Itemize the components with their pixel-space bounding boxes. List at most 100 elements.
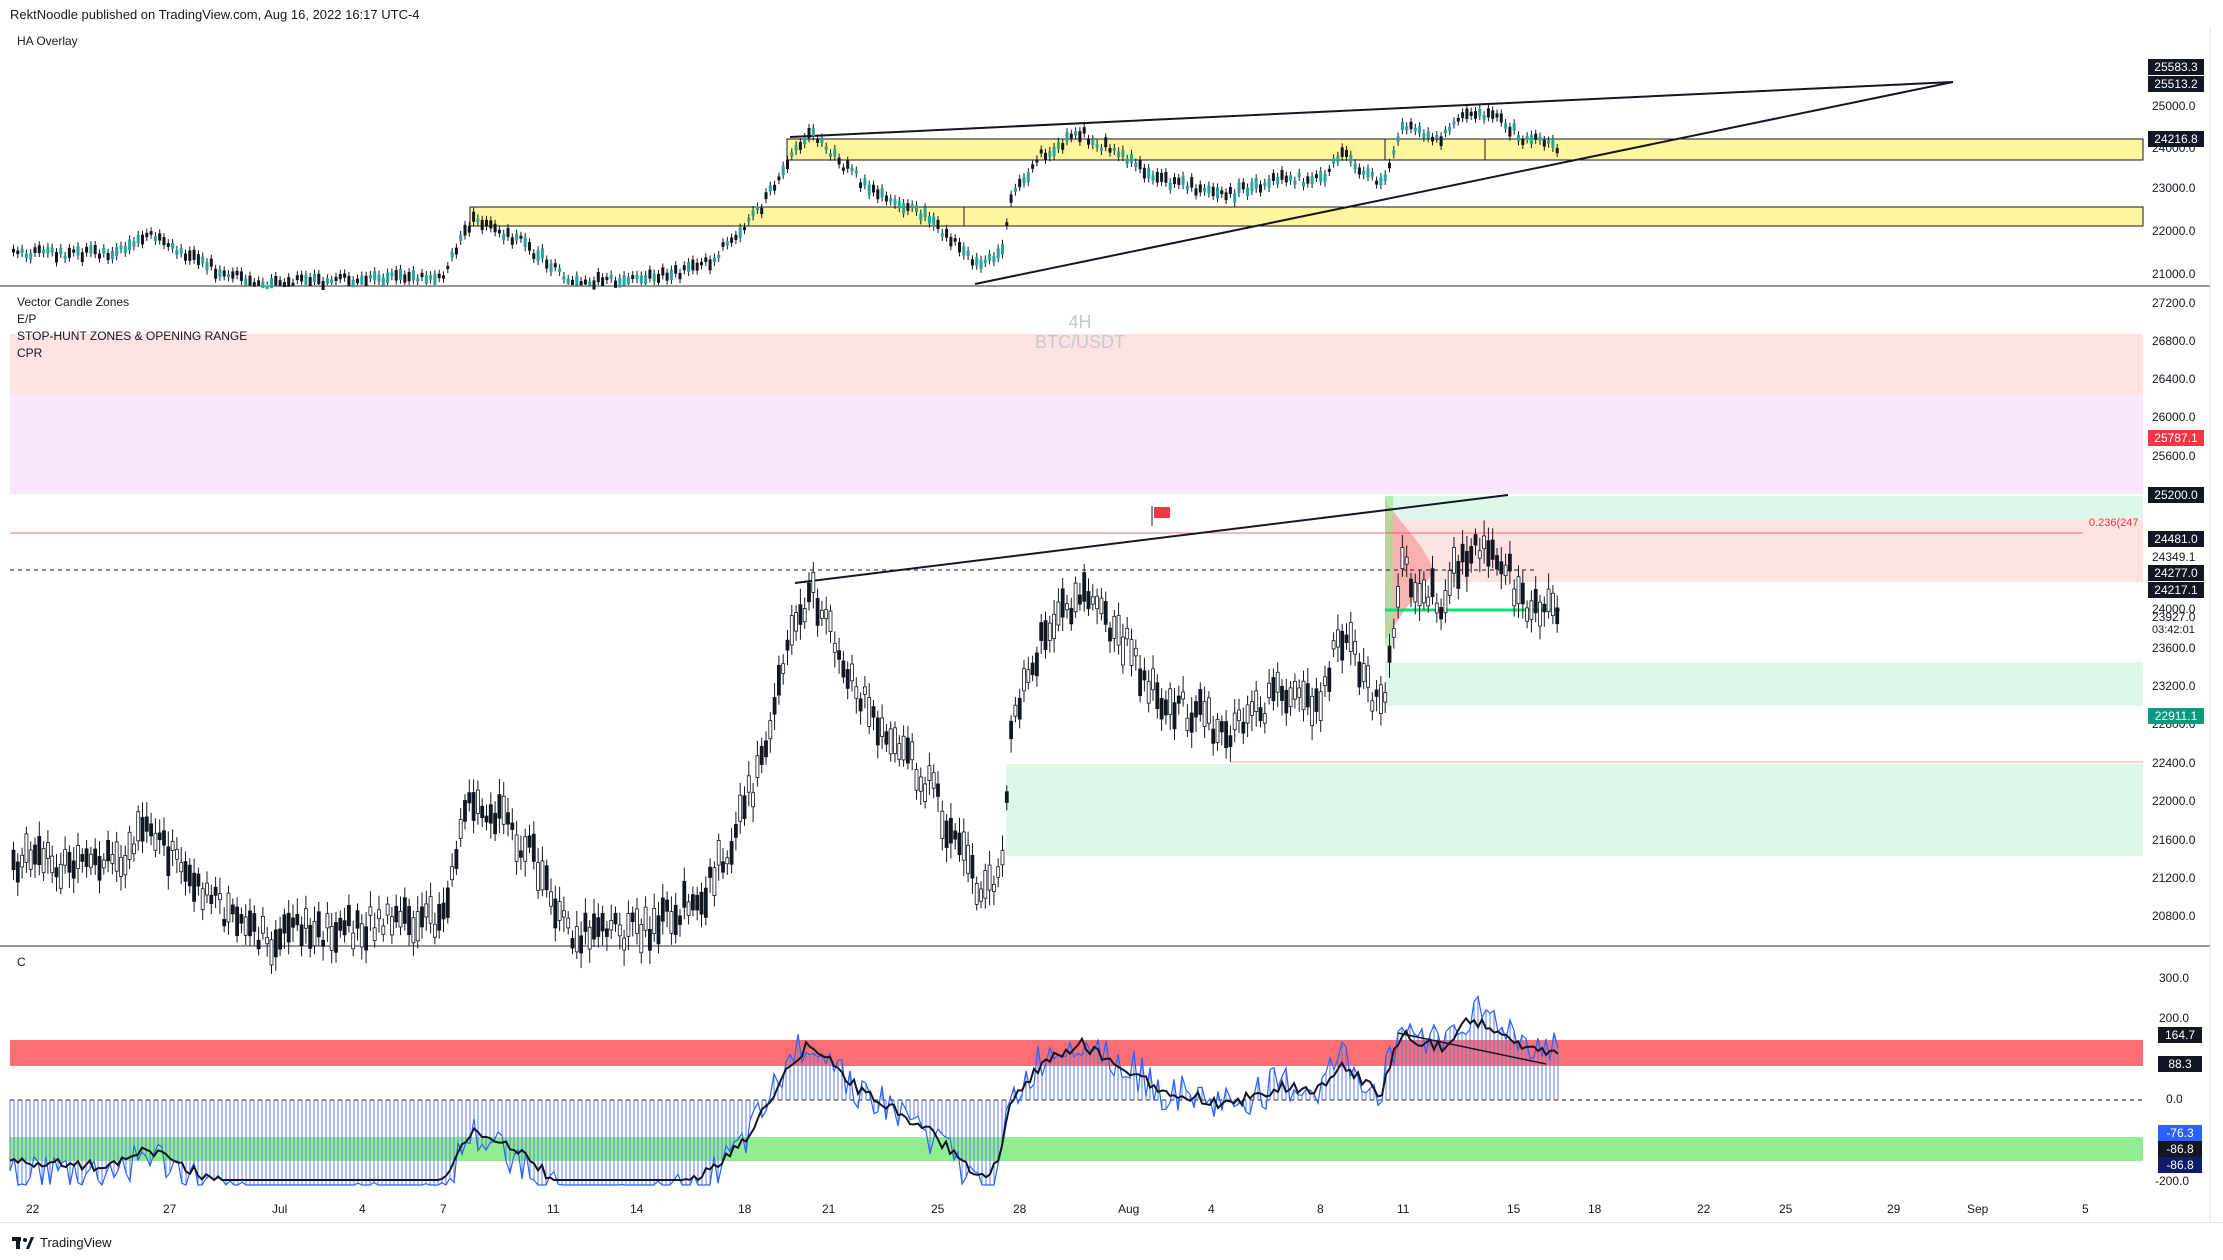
x-tick: 28 <box>1013 1202 1027 1216</box>
top-candle-body <box>42 249 46 254</box>
candle-body <box>209 894 214 905</box>
top-candle-body <box>29 252 33 260</box>
candle-body <box>37 835 42 865</box>
candle-body <box>153 832 158 851</box>
candle-body <box>394 905 399 923</box>
top-candle-body <box>708 259 712 271</box>
top-candle-body <box>196 254 200 266</box>
top-candle-body <box>454 247 458 255</box>
top-candle-body <box>201 256 205 264</box>
candle-body <box>248 910 252 937</box>
candle-body <box>716 840 721 866</box>
top-candle-body <box>325 278 329 284</box>
candle-body <box>1439 607 1443 620</box>
top-candle-body <box>1504 123 1508 129</box>
top-candle-body <box>390 272 394 277</box>
top-candle-body <box>93 245 97 255</box>
top-candle-body <box>721 242 725 247</box>
candle-body <box>1469 546 1474 564</box>
candle-body <box>768 720 773 740</box>
zone-green-mid <box>1385 662 2143 706</box>
candle-body <box>1422 579 1426 604</box>
top-candle-body <box>1302 182 1305 187</box>
top-candle-body <box>123 245 127 253</box>
top-candle-body <box>67 247 71 258</box>
top-yellow-zone-upper <box>786 138 2144 161</box>
candle-body <box>931 772 936 789</box>
candle-body <box>295 913 300 926</box>
candle-body <box>1477 550 1482 559</box>
top-candle-body <box>248 275 252 286</box>
top-wedge-upper <box>789 81 1954 138</box>
candle-body <box>269 939 274 966</box>
top-candle-body <box>725 240 729 246</box>
top-candle-body <box>695 262 699 271</box>
top-pane-title: HA Overlay <box>17 34 78 48</box>
candle-body <box>807 582 811 603</box>
top-candle-body <box>1259 184 1262 193</box>
candle-body <box>544 865 549 891</box>
candle-body <box>1529 600 1534 620</box>
top-candle-body <box>665 272 669 281</box>
candle-body <box>411 917 416 944</box>
top-candle-body <box>884 195 888 202</box>
candle-body <box>402 897 407 924</box>
top-candle-body <box>777 176 781 181</box>
candle-body <box>1159 698 1164 720</box>
candle-body <box>325 913 330 929</box>
tradingview-logo[interactable]: TradingView <box>12 1235 112 1250</box>
candle-body <box>114 841 119 872</box>
candle-body <box>1452 547 1456 574</box>
top-candle-body <box>932 216 936 227</box>
top-candle-body <box>923 207 927 218</box>
top-candle-body <box>1409 121 1413 130</box>
candle-body <box>484 815 489 823</box>
osc-scale: -200.0 <box>2155 1174 2190 1188</box>
candle-body <box>1047 622 1052 641</box>
top-candle-body <box>463 224 467 236</box>
top-candle-body <box>1134 162 1138 168</box>
fib-label: 0.236(247 <box>2089 517 2139 529</box>
candle-body <box>1387 645 1392 663</box>
top-candle-body <box>988 253 992 261</box>
top-candle-body <box>381 277 385 286</box>
top-candle-body <box>1323 173 1327 183</box>
top-candle-body <box>734 234 738 240</box>
candle-body <box>389 916 394 936</box>
candle-body <box>673 904 678 936</box>
candle-body <box>359 923 364 948</box>
candle-body <box>1095 595 1099 610</box>
candle-body <box>974 883 979 905</box>
top-candle-body <box>89 245 93 254</box>
candle-body <box>183 861 188 882</box>
candle-body <box>845 669 850 689</box>
x-tick: 7 <box>440 1202 447 1216</box>
candle-body <box>1336 629 1340 648</box>
top-candle-body <box>1469 111 1473 116</box>
candle-body <box>445 887 450 918</box>
candle-body <box>230 904 235 915</box>
candle-body <box>652 907 657 934</box>
candle-body <box>785 639 790 651</box>
top-candle-body <box>846 160 850 169</box>
top-candle-body <box>1357 167 1361 175</box>
osc-black-line <box>9 1016 1559 1182</box>
candle-body <box>123 855 128 876</box>
top-candle-body <box>566 278 570 284</box>
candle-body <box>1318 691 1323 721</box>
top-candle-body <box>145 232 149 238</box>
top-candle-body <box>562 276 566 280</box>
top-candle-body <box>631 275 635 279</box>
osc-divergence-line <box>1397 1032 1547 1065</box>
candle-body <box>1009 720 1013 740</box>
candle-body <box>187 864 192 887</box>
top-candle-body <box>1517 135 1520 142</box>
candle-body <box>695 894 700 911</box>
candle-body <box>1099 597 1104 615</box>
publish-header: RektNoodle published on TradingView.com,… <box>0 0 2223 28</box>
top-candle-body <box>411 269 415 281</box>
top-candle-body <box>983 259 987 264</box>
main-price: 20800.0 <box>2152 909 2196 923</box>
indicator-title-3: STOP-HUNT ZONES & OPENING RANGE <box>17 329 248 343</box>
